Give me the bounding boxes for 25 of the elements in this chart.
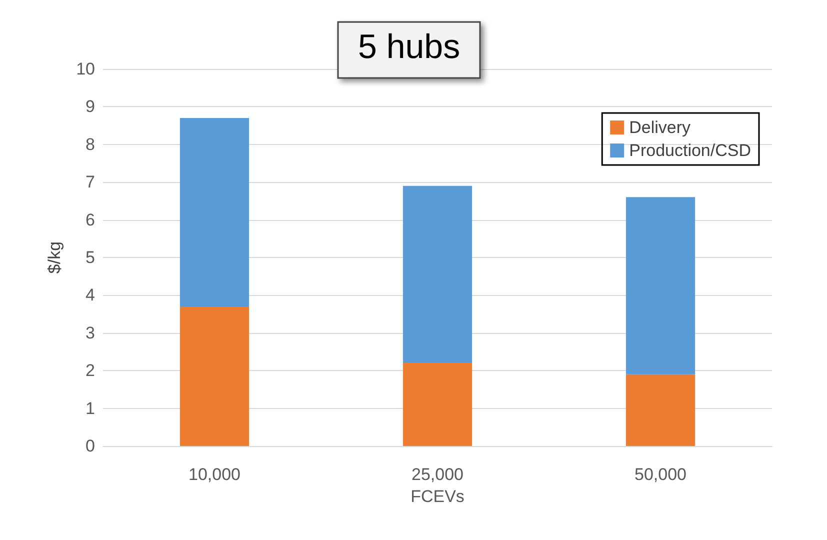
y-tick-label: 1: [86, 398, 95, 418]
x-axis-title: FCEVs: [410, 487, 464, 506]
bar: [402, 186, 472, 364]
y-tick-label: 3: [86, 323, 95, 342]
legend-label: Delivery: [629, 118, 692, 137]
y-tick-label: 0: [86, 436, 95, 456]
y-axis-title: $/kg: [45, 241, 64, 274]
bar: [626, 374, 696, 446]
x-tick-label: 25,000: [412, 465, 464, 484]
y-tick-label: 4: [86, 286, 95, 305]
bar: [180, 306, 250, 446]
x-tick-label: 50,000: [634, 465, 686, 484]
y-tick-label: 10: [76, 60, 95, 78]
y-tick-label: 9: [86, 97, 95, 116]
y-tick-label: 8: [86, 134, 95, 154]
bar: [626, 197, 696, 374]
bar: [180, 118, 250, 307]
bar: [402, 363, 472, 446]
chart-title: 5 hubs: [358, 28, 460, 66]
y-tick-label: 7: [86, 172, 95, 192]
legend-label: Production/CSD: [629, 141, 751, 160]
x-tick-label: 10,000: [188, 465, 240, 484]
y-tick-label: 2: [86, 361, 95, 380]
y-tick-label: 5: [86, 248, 95, 267]
y-tick-label: 6: [86, 210, 95, 230]
